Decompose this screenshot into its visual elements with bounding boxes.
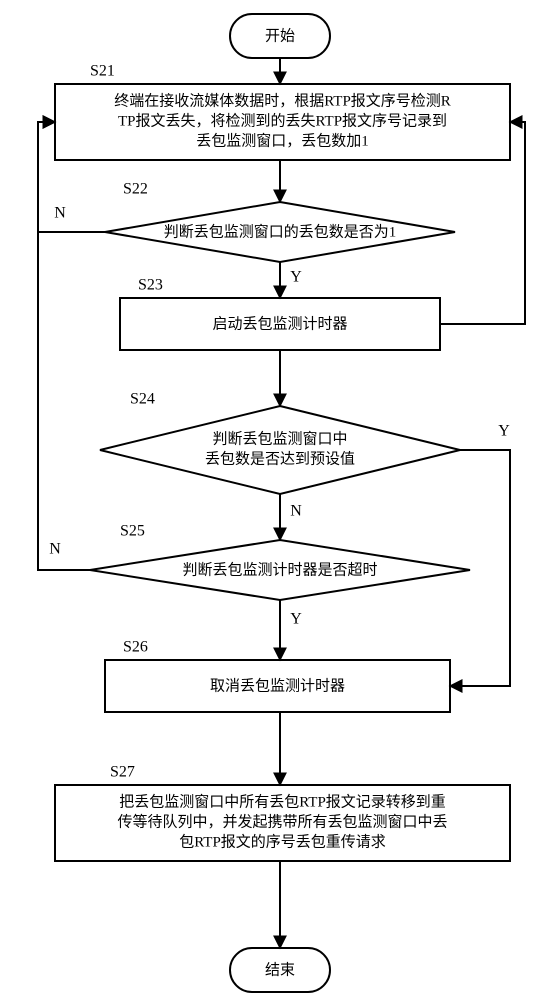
svg-text:判断丢包监测计时器是否超时: 判断丢包监测计时器是否超时 [182, 561, 377, 578]
svg-text:传等待队列中，并发起携带所有丢包监测窗口中丢: 传等待队列中，并发起携带所有丢包监测窗口中丢 [117, 812, 447, 830]
svg-text:取消丢包监测计时器: 取消丢包监测计时器 [210, 677, 345, 694]
svg-text:丢包数是否达到预设值: 丢包数是否达到预设值 [205, 450, 355, 467]
svg-text:S22: S22 [123, 181, 148, 198]
svg-text:N: N [290, 503, 302, 520]
svg-text:S26: S26 [123, 639, 148, 656]
svg-text:S27: S27 [110, 764, 135, 781]
svg-text:结束: 结束 [265, 961, 295, 978]
svg-text:N: N [49, 541, 61, 558]
svg-text:S24: S24 [130, 391, 155, 408]
svg-text:Y: Y [290, 269, 302, 286]
svg-text:把丢包监测窗口中所有丢包RTP报文记录转移到重: 把丢包监测窗口中所有丢包RTP报文记录转移到重 [119, 792, 446, 810]
svg-text:S23: S23 [138, 277, 163, 294]
svg-text:Y: Y [498, 423, 510, 440]
s26-node: 取消丢包监测计时器 S26 [105, 639, 450, 712]
s21-node: 终端在接收流媒体数据时，根据RTP报文序号检测R TP报文丢失，将检测到的丢失RT… [55, 63, 510, 160]
svg-text:包RTP报文的序号丢包重传请求: 包RTP报文的序号丢包重传请求 [179, 833, 386, 850]
svg-text:终端在接收流媒体数据时，根据RTP报文序号检测R: 终端在接收流媒体数据时，根据RTP报文序号检测R [114, 92, 451, 109]
edge-s25-n [38, 122, 90, 570]
svg-text:Y: Y [290, 611, 302, 628]
edge-s22-n [38, 122, 105, 232]
svg-text:S25: S25 [120, 523, 145, 540]
svg-text:丢包监测窗口，丢包数加1: 丢包监测窗口，丢包数加1 [196, 131, 369, 149]
s24-node: 判断丢包监测窗口中丢包数是否达到预设值 S24 [100, 391, 460, 494]
end-node: 结束 [230, 948, 330, 992]
edge-s23-loop [440, 122, 525, 324]
s27-node: 把丢包监测窗口中所有丢包RTP报文记录转移到重传等待队列中，并发起携带所有丢包监… [55, 764, 510, 861]
svg-text:判断丢包监测窗口的丢包数是否为1: 判断丢包监测窗口的丢包数是否为1 [164, 222, 397, 240]
svg-text:判断丢包监测窗口中: 判断丢包监测窗口中 [212, 429, 347, 447]
svg-text:S21: S21 [90, 63, 115, 80]
svg-text:开始: 开始 [265, 27, 295, 44]
start-node: 开始 [230, 14, 330, 58]
svg-text:启动丢包监测计时器: 启动丢包监测计时器 [212, 315, 347, 332]
svg-text:TP报文丢失，将检测到的丢失RTP报文序号记录到: TP报文丢失，将检测到的丢失RTP报文序号记录到 [118, 112, 447, 129]
svg-text:N: N [54, 205, 66, 222]
